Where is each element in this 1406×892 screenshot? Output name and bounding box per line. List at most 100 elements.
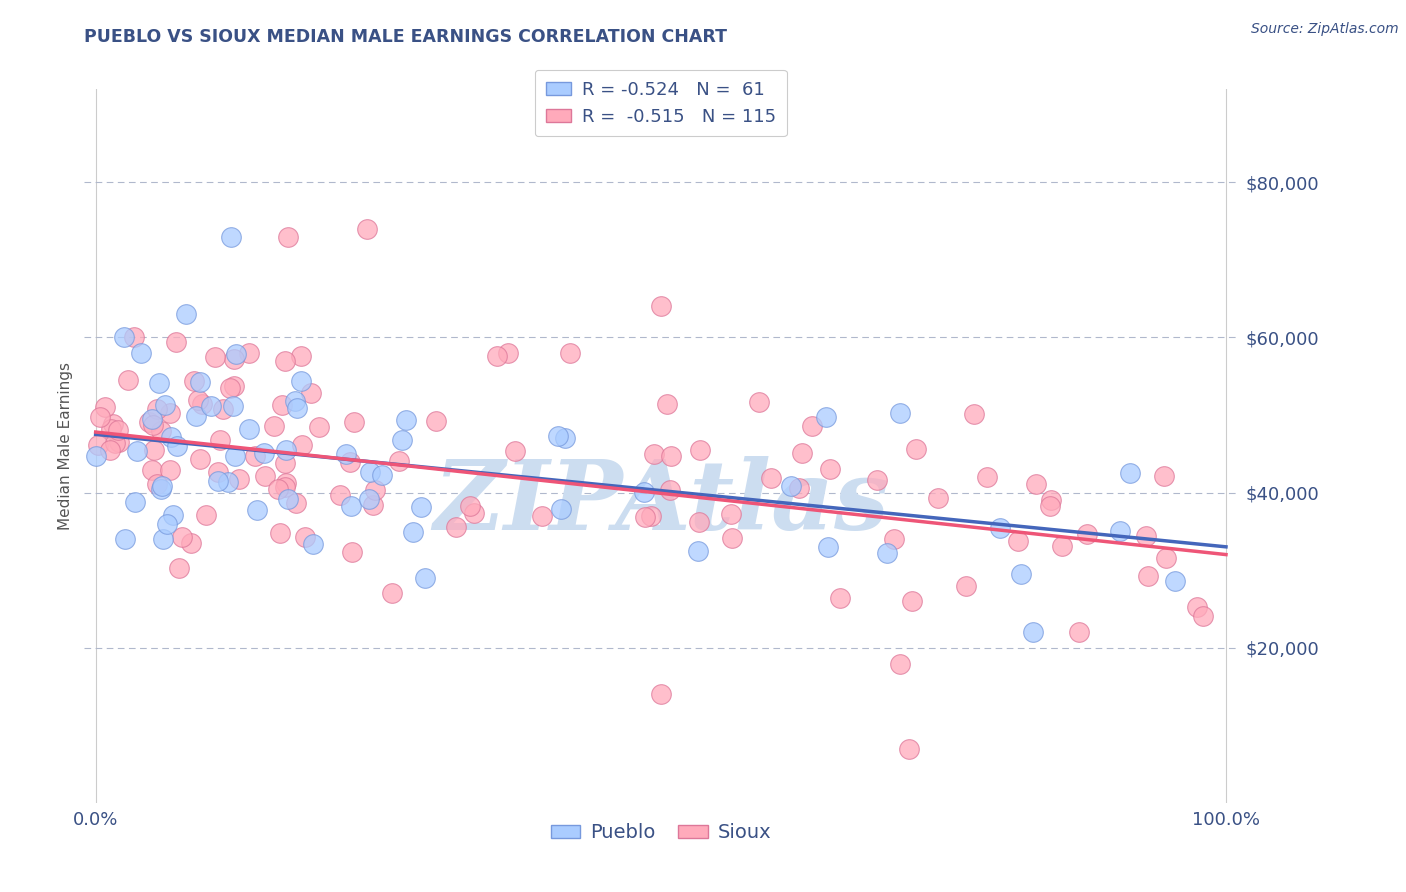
Point <box>633 484 655 499</box>
Point <box>217 475 239 490</box>
Point <box>547 429 569 443</box>
Point <box>721 531 744 545</box>
Point <box>224 449 246 463</box>
Point <box>188 452 211 467</box>
Point <box>371 468 394 483</box>
Point <box>1137 568 1160 582</box>
Point <box>657 397 679 411</box>
Point <box>153 398 176 412</box>
Point <box>463 506 485 520</box>
Legend: Pueblo, Sioux: Pueblo, Sioux <box>543 815 779 850</box>
Point <box>340 499 363 513</box>
Point <box>129 346 152 360</box>
Point <box>87 437 110 451</box>
Point <box>89 409 111 424</box>
Y-axis label: Median Male Earnings: Median Male Earnings <box>58 362 73 530</box>
Point <box>898 741 921 756</box>
Point <box>162 508 184 522</box>
Point <box>207 474 229 488</box>
Point <box>188 375 211 389</box>
Point <box>114 532 136 546</box>
Point <box>1153 468 1175 483</box>
Point <box>801 419 824 434</box>
Point <box>901 594 924 608</box>
Point <box>530 509 553 524</box>
Point <box>238 422 260 436</box>
Point <box>122 330 145 344</box>
Point <box>156 516 179 531</box>
Point <box>124 495 146 509</box>
Point <box>955 579 977 593</box>
Point <box>148 376 170 390</box>
Point <box>780 479 803 493</box>
Point <box>174 307 197 321</box>
Point <box>1025 476 1047 491</box>
Point <box>276 476 298 491</box>
Point <box>267 482 290 496</box>
Point <box>361 498 384 512</box>
Point <box>402 525 425 540</box>
Point <box>225 347 247 361</box>
Point <box>228 472 250 486</box>
Point <box>253 468 276 483</box>
Point <box>84 449 107 463</box>
Point <box>274 456 297 470</box>
Point <box>94 401 117 415</box>
Point <box>817 540 839 554</box>
Point <box>503 443 526 458</box>
Text: Source: ZipAtlas.com: Source: ZipAtlas.com <box>1251 22 1399 37</box>
Point <box>180 535 202 549</box>
Point <box>290 349 312 363</box>
Point <box>357 491 380 506</box>
Point <box>659 483 682 497</box>
Point <box>759 471 782 485</box>
Point <box>787 481 810 495</box>
Point <box>277 491 299 506</box>
Point <box>246 503 269 517</box>
Point <box>650 299 672 313</box>
Point <box>263 419 285 434</box>
Point <box>1050 539 1073 553</box>
Point <box>889 657 911 672</box>
Point <box>976 470 998 484</box>
Point <box>200 399 222 413</box>
Point <box>166 439 188 453</box>
Point <box>107 423 129 437</box>
Point <box>152 532 174 546</box>
Point <box>498 346 520 360</box>
Point <box>221 399 243 413</box>
Point <box>291 438 314 452</box>
Point <box>138 415 160 429</box>
Point <box>1007 533 1029 548</box>
Point <box>159 463 181 477</box>
Point <box>1185 600 1208 615</box>
Point <box>1067 625 1090 640</box>
Point <box>222 351 245 366</box>
Point <box>159 430 181 444</box>
Point <box>1039 499 1062 513</box>
Point <box>141 412 163 426</box>
Point <box>409 500 432 515</box>
Point <box>294 530 316 544</box>
Point <box>187 392 209 407</box>
Text: PUEBLO VS SIOUX MEDIAN MALE EARNINGS CORRELATION CHART: PUEBLO VS SIOUX MEDIAN MALE EARNINGS COR… <box>84 29 727 46</box>
Point <box>207 465 229 479</box>
Point <box>285 401 308 415</box>
Point <box>112 330 135 344</box>
Point <box>963 407 986 421</box>
Point <box>458 499 481 513</box>
Point <box>866 473 889 487</box>
Point <box>194 508 217 522</box>
Point <box>1164 574 1187 588</box>
Point <box>1135 529 1157 543</box>
Point <box>356 222 378 236</box>
Point <box>686 544 709 558</box>
Point <box>1192 609 1215 624</box>
Point <box>283 393 305 408</box>
Point <box>274 480 297 494</box>
Point <box>883 532 905 546</box>
Point <box>633 510 655 524</box>
Point <box>253 446 276 460</box>
Point <box>204 351 226 365</box>
Point <box>299 386 322 401</box>
